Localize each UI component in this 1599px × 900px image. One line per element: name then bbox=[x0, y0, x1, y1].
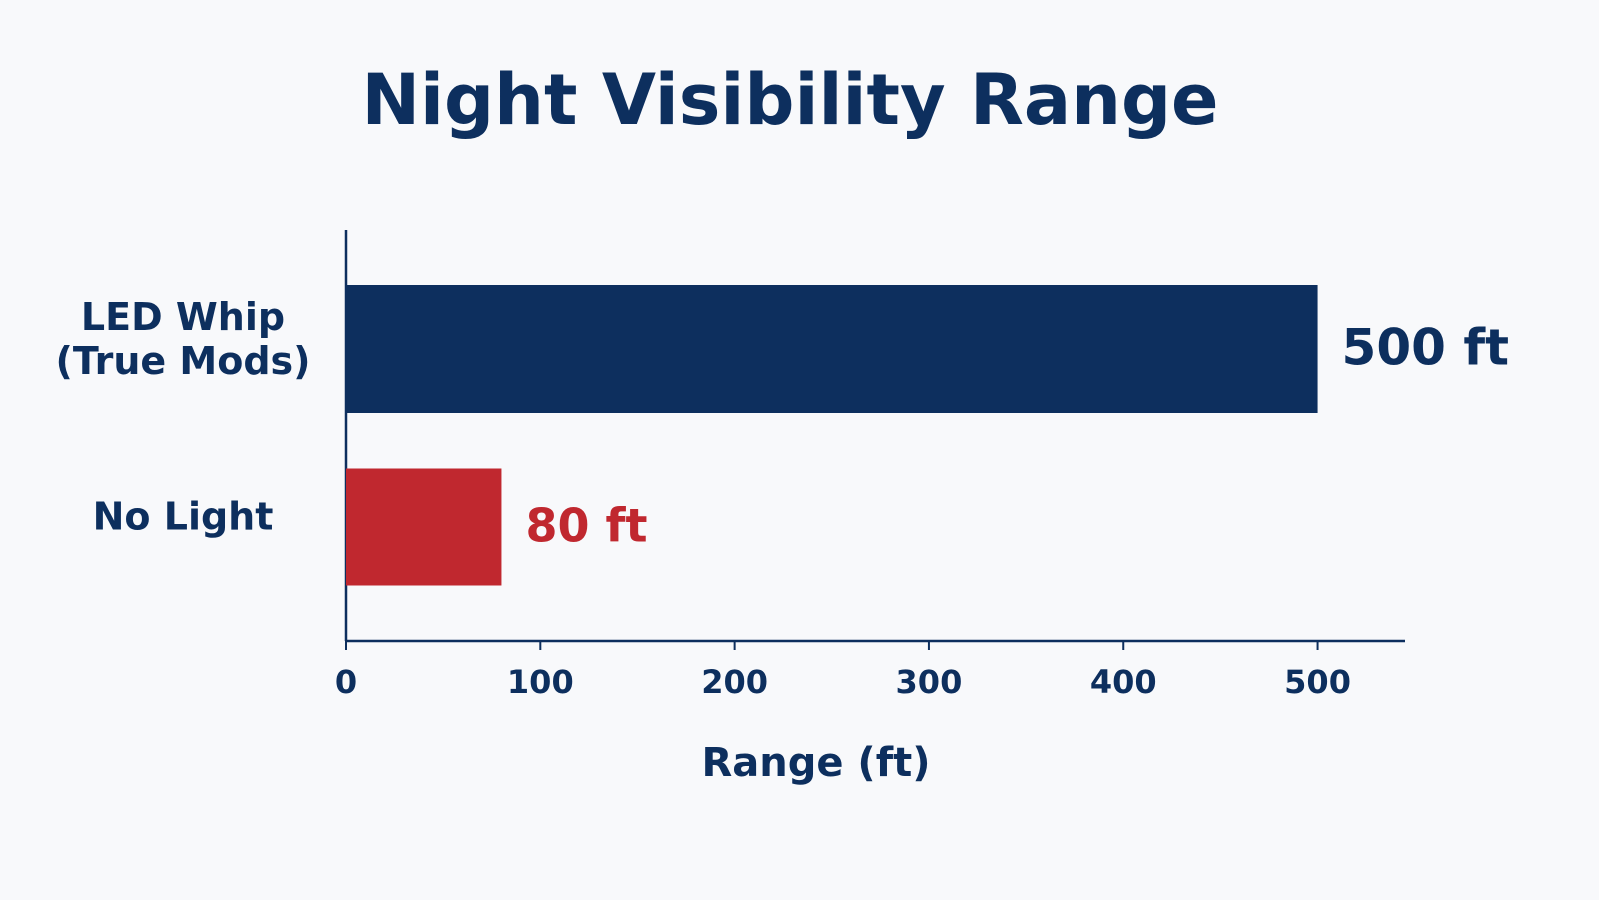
bar bbox=[346, 468, 502, 586]
x-tick-label: 200 bbox=[701, 663, 768, 701]
bar bbox=[346, 285, 1318, 413]
x-tick-label: 300 bbox=[896, 663, 963, 701]
x-axis-title: Range (ft) bbox=[701, 740, 930, 786]
x-tick-label: 0 bbox=[335, 663, 357, 701]
chart-title: Night Visibility Range bbox=[361, 59, 1218, 141]
x-tick-label: 500 bbox=[1284, 663, 1351, 701]
x-tick-label: 400 bbox=[1090, 663, 1157, 701]
value-label: 500 ft bbox=[1342, 319, 1509, 377]
y-tick-label: No Light bbox=[93, 495, 274, 539]
x-tick-label: 100 bbox=[507, 663, 574, 701]
y-tick-label: LED Whip (True Mods) bbox=[55, 295, 310, 383]
value-label: 80 ft bbox=[525, 499, 647, 553]
